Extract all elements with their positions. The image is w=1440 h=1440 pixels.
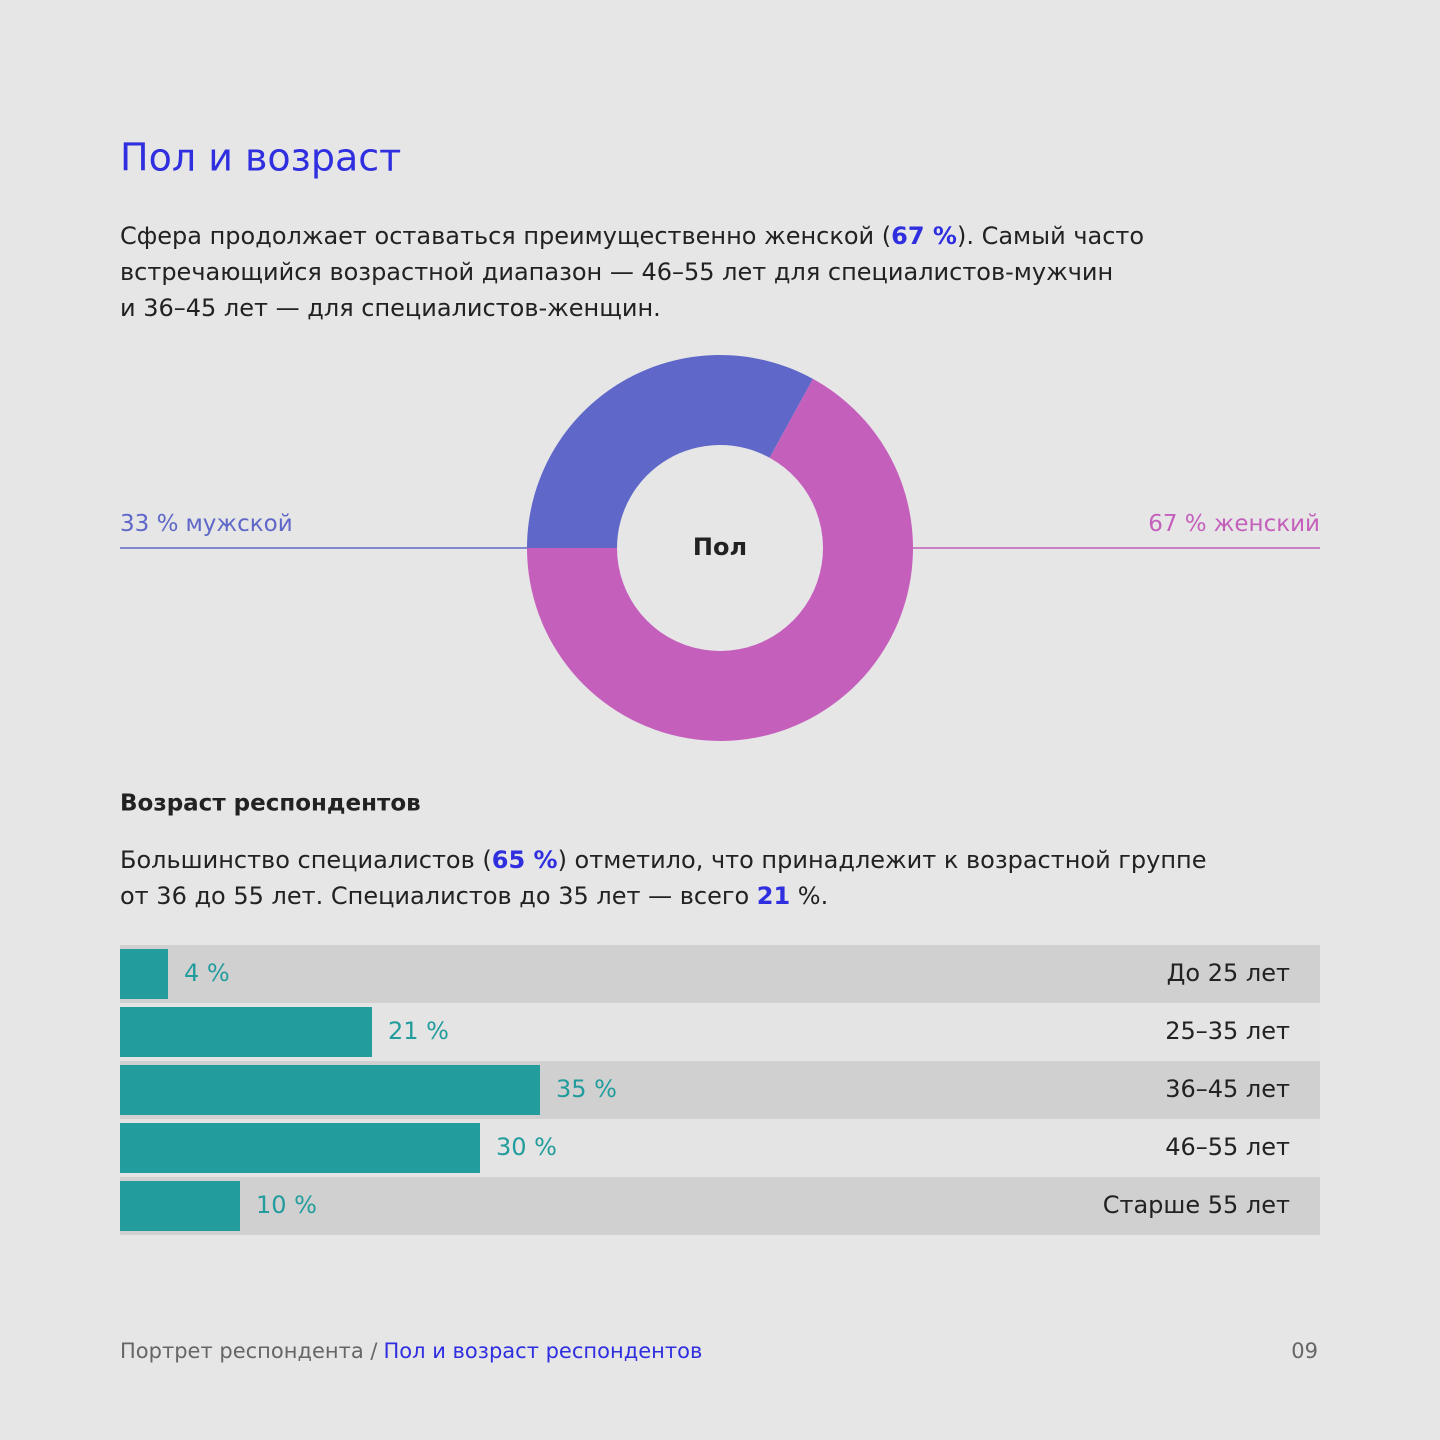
row-background: [120, 945, 1320, 1003]
text: Сфера продолжает оставаться преимуществе…: [120, 222, 891, 250]
intro-line: Сфера продолжает оставаться преимуществе…: [120, 222, 1144, 250]
page-number: 09: [1291, 1339, 1318, 1363]
bar: [120, 1007, 372, 1057]
donut-segment: [527, 378, 914, 741]
donut-center-label: Пол: [693, 533, 747, 561]
category-label: женский: [1214, 511, 1320, 537]
text: встречающийся возрастной диапазон — 46–5…: [120, 258, 1113, 286]
highlight: 67 %: [891, 222, 957, 250]
text: ) отметило, что принадлежит к возрастной…: [558, 846, 1207, 874]
breadcrumb: Портрет респондента /: [120, 1339, 378, 1363]
text: и 36–45 лет — для специалистов-женщин.: [120, 294, 661, 322]
value-label: 35 %: [556, 1075, 617, 1103]
value-label: 10 %: [256, 1191, 317, 1219]
bar: [120, 949, 168, 999]
category-label: Старше 55 лет: [1103, 1191, 1290, 1219]
intro-line: встречающийся возрастной диапазон — 46–5…: [120, 258, 1113, 286]
intro-line: и 36–45 лет — для специалистов-женщин.: [120, 294, 661, 322]
bar-chart: 4 % До 25 лет 21 % 25–35 лет 35 % 36–45 лет 30…: [120, 945, 1320, 1235]
footer: Портрет респондента / Пол и возраст респо…: [120, 1339, 702, 1363]
category-label: До 25 лет: [1167, 959, 1290, 987]
text: Большинство специалистов (: [120, 846, 492, 874]
value-label: 21 %: [388, 1017, 449, 1045]
category-label: 46–55 лет: [1165, 1133, 1290, 1161]
legend-label: 67 % женский: [1148, 511, 1320, 537]
breadcrumb-link[interactable]: Пол и возраст респондентов: [384, 1339, 703, 1363]
category-label: мужской: [185, 511, 292, 537]
value-label: 30 %: [496, 1133, 557, 1161]
donut-segment: [527, 354, 813, 548]
text: от 36 до 55 лет. Специалистов до 35 лет …: [120, 882, 757, 910]
donut-chart: Пол 33 % мужской 67 % женский: [120, 354, 1320, 741]
age-text-line: Большинство специалистов (65 %) отметило…: [120, 846, 1207, 874]
text: %.: [790, 882, 828, 910]
value-label: 4 %: [184, 959, 230, 987]
section-heading: Возраст респондентов: [120, 791, 421, 817]
category-label: 36–45 лет: [1165, 1075, 1290, 1103]
age-text-line: от 36 до 55 лет. Специалистов до 35 лет …: [120, 882, 828, 910]
row-background: [120, 1177, 1320, 1235]
bar: [120, 1181, 240, 1231]
page-title: Пол и возраст: [120, 136, 401, 180]
highlight: 21: [757, 882, 790, 910]
bar: [120, 1123, 480, 1173]
value-label: 33 %: [120, 511, 178, 537]
bar: [120, 1065, 540, 1115]
value-label: 67 %: [1148, 511, 1206, 537]
text: ). Самый часто: [957, 222, 1144, 250]
legend-label: 33 % мужской: [120, 511, 293, 537]
highlight: 65 %: [492, 846, 558, 874]
category-label: 25–35 лет: [1165, 1017, 1290, 1045]
